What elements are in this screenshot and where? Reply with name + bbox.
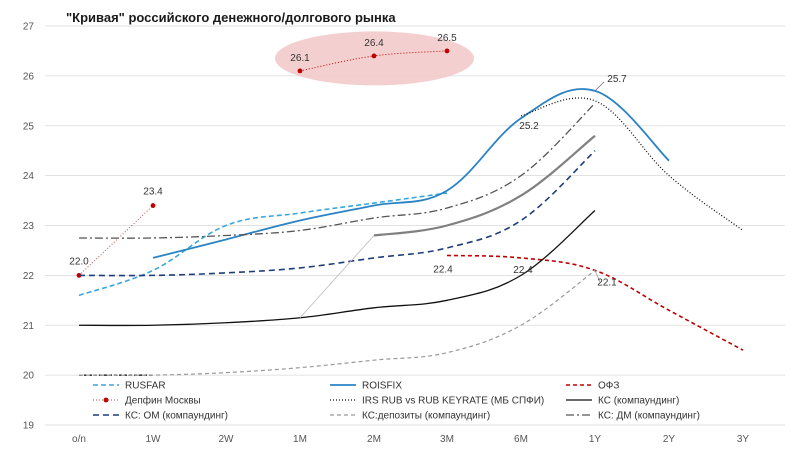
- series-point: [444, 48, 450, 54]
- legend-label: КС: ОМ (компаундинг): [125, 411, 228, 422]
- data-label: 26.1: [290, 53, 310, 64]
- data-label: 26.5: [437, 33, 457, 44]
- legend-label: RUSFAR: [125, 381, 166, 392]
- data-label: 22.1: [597, 277, 617, 288]
- data-label: 22.4: [433, 264, 453, 275]
- series-point: [150, 203, 156, 208]
- data-label: 25.2: [519, 121, 539, 132]
- x-tick-label: 6M: [514, 434, 528, 445]
- series-line-s3: [78, 205, 154, 276]
- series-point: [371, 53, 377, 59]
- y-tick-label: 22: [23, 271, 35, 282]
- legend-label: КС: ДМ (компаундинг): [598, 411, 700, 422]
- x-tick-label: 3M: [440, 434, 454, 445]
- legend-label: КС:депозиты (компаундинг): [362, 411, 490, 422]
- data-label: 26.4: [364, 38, 384, 49]
- y-tick-label: 27: [23, 22, 35, 33]
- data-labels: 22.0 23.4 26.1 26.4 26.5 25.7 25.2 22.4 22.4 22.1: [69, 33, 627, 288]
- series-line-unlabeled-0: [373, 134, 596, 237]
- x-tick-label: 2M: [367, 434, 381, 445]
- legend: RUSFAR ROISFIX ОФЗ Депфин Москвы IRS RUB vs …: [93, 381, 700, 422]
- series-line-s5: [78, 210, 596, 327]
- y-tick-label: 26: [23, 71, 35, 82]
- series-line-s0: [78, 192, 448, 297]
- series-line-s1: [152, 88, 670, 259]
- x-tick-label: o/n: [72, 434, 86, 445]
- legend-label: КС (компаундинг): [598, 396, 679, 407]
- highlight-area: [275, 31, 474, 86]
- y-tick-label: 23: [23, 221, 35, 232]
- highlight-ellipse: [275, 31, 474, 86]
- legend-label: ROISFIX: [362, 381, 402, 392]
- series-line-s4: [520, 97, 744, 232]
- series-point: [297, 68, 303, 74]
- label-leader: [594, 81, 605, 92]
- series-line-s8: [78, 102, 596, 239]
- data-label: 22.0: [69, 256, 89, 267]
- x-tick-label: 1Y: [589, 434, 602, 445]
- series-line-s7: [78, 269, 596, 376]
- axes: 19 20 21 22 23 24 25 26 27 o/n 1W 2W 1M 2M 3M 6M 1Y 2Y 3Y: [23, 22, 750, 446]
- legend-marker: [103, 397, 109, 403]
- x-tick-label: 1W: [146, 434, 162, 445]
- grid: [45, 25, 785, 426]
- x-tick-label: 3Y: [737, 434, 750, 445]
- label-leader: [594, 270, 601, 283]
- y-tick-label: 25: [23, 121, 35, 132]
- data-label: 22.4: [513, 265, 533, 276]
- x-tick-label: 2Y: [663, 434, 676, 445]
- data-label: 25.7: [607, 74, 627, 85]
- y-tick-label: 20: [23, 371, 35, 382]
- x-tick-label: 2W: [219, 434, 235, 445]
- label-leader: [299, 235, 375, 319]
- chart-title: "Кривая" российского денежного/долгового…: [66, 10, 396, 25]
- y-tick-label: 24: [23, 171, 35, 182]
- data-label: 23.4: [143, 187, 163, 198]
- legend-label: Депфин Москвы: [125, 395, 201, 407]
- series-line-s2: [446, 254, 744, 351]
- y-tick-label: 21: [23, 321, 35, 332]
- legend-label: IRS RUB vs RUB KEYRATE (МБ СПФИ): [362, 396, 544, 407]
- y-tick-label: 19: [23, 421, 35, 432]
- series-line-s6: [78, 150, 596, 277]
- series-layer: [76, 48, 744, 376]
- legend-label: ОФЗ: [598, 381, 619, 392]
- x-tick-label: 1M: [293, 434, 307, 445]
